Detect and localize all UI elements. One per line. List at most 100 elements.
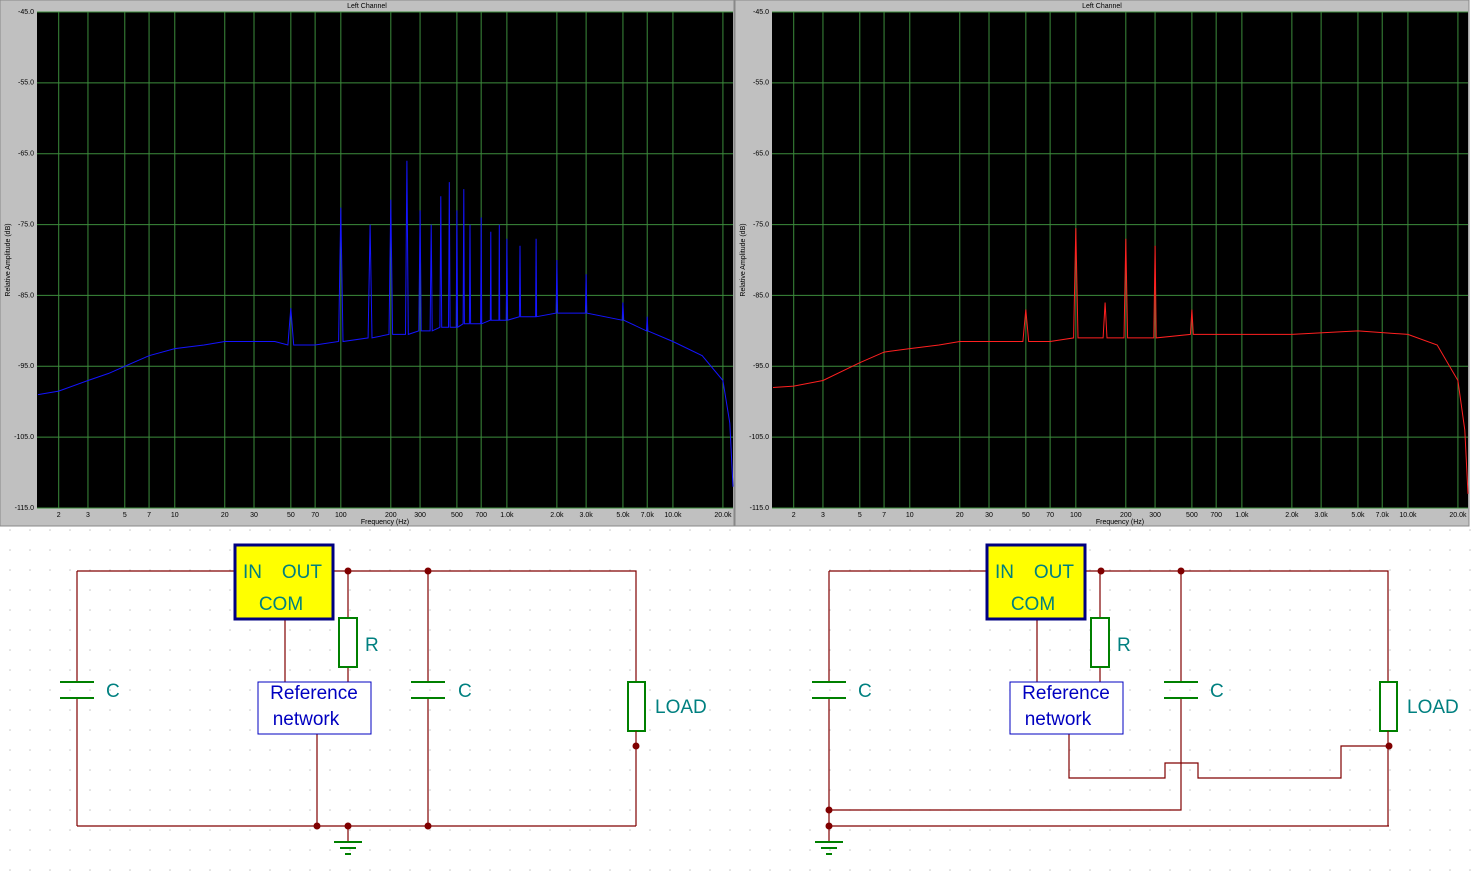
x-tick-label: 7.0k — [641, 512, 655, 519]
x-tick-label: 1.0k — [500, 512, 514, 519]
y-tick-label: -85.0 — [18, 292, 34, 299]
node — [825, 806, 833, 814]
node — [313, 822, 321, 830]
node — [1385, 742, 1393, 750]
wire — [333, 570, 637, 682]
y-tick-label: -45.0 — [753, 9, 769, 16]
wire — [1085, 570, 1389, 682]
x-tick-label: 2 — [792, 512, 796, 519]
x-tick-label: 30 — [985, 512, 993, 519]
node — [632, 742, 640, 750]
x-tick-label: 500 — [451, 512, 463, 519]
x-tick-label: 7 — [147, 512, 151, 519]
load-resistor — [627, 681, 646, 732]
regulator-out: OUT — [282, 562, 323, 583]
x-tick-label: 10.0k — [664, 512, 682, 519]
y-tick-label: -55.0 — [753, 80, 769, 87]
y-tick-label: -45.0 — [18, 9, 34, 16]
y-tick-label: -75.0 — [753, 221, 769, 228]
reference-network — [257, 681, 372, 735]
node — [424, 567, 432, 575]
canvas-bg — [0, 526, 1472, 874]
resistor-label: R — [1117, 635, 1131, 656]
plot-area — [772, 12, 1468, 508]
x-tick-label: 100 — [1070, 512, 1082, 519]
x-tick-label: 700 — [1210, 512, 1222, 519]
y-tick-label: -115.0 — [15, 505, 34, 512]
reference-network — [1009, 681, 1124, 735]
x-tick-label: 70 — [1046, 512, 1054, 519]
spectrum-line — [772, 228, 1469, 494]
regulator-com: COM — [259, 594, 303, 615]
y-tick-label: -65.0 — [18, 151, 34, 158]
y-tick-label: -95.0 — [753, 363, 769, 370]
x-tick-label: 5 — [858, 512, 862, 519]
x-axis-label: Frequency (Hz) — [1096, 519, 1144, 526]
x-tick-label: 300 — [1149, 512, 1161, 519]
x-tick-label: 20 — [956, 512, 964, 519]
y-tick-label: -105.0 — [749, 434, 769, 441]
y-tick-label: -75.0 — [18, 221, 34, 228]
x-tick-label: 2 — [57, 512, 61, 519]
y-tick-label: -55.0 — [18, 80, 34, 87]
node — [1097, 567, 1105, 575]
y-tick-label: -85.0 — [753, 292, 769, 299]
x-tick-label: 500 — [1186, 512, 1198, 519]
x-tick-label: 200 — [1120, 512, 1132, 519]
x-tick-label: 3.0k — [579, 512, 593, 519]
x-tick-label: 7.0k — [1376, 512, 1390, 519]
x-tick-label: 50 — [1022, 512, 1030, 519]
y-axis-label: Relative Amplitude (dB) — [5, 223, 12, 296]
x-tick-label: 2.0k — [550, 512, 564, 519]
regulator — [233, 543, 335, 621]
wire — [1068, 734, 1389, 779]
resistor — [1090, 617, 1110, 668]
node — [1177, 567, 1185, 575]
x-tick-label: 10.0k — [1399, 512, 1417, 519]
x-tick-label: 3 — [86, 512, 90, 519]
capacitor-label: C — [458, 681, 472, 702]
y-tick-label: -65.0 — [753, 151, 769, 158]
x-tick-label: 70 — [311, 512, 319, 519]
x-tick-label: 100 — [335, 512, 347, 519]
x-tick-label: 5 — [123, 512, 127, 519]
plot-area — [37, 12, 733, 508]
y-tick-label: -105.0 — [14, 434, 34, 441]
x-tick-label: 5.0k — [616, 512, 630, 519]
x-tick-label: 200 — [385, 512, 397, 519]
reference-label: network — [1025, 709, 1092, 730]
node — [424, 822, 432, 830]
regulator-in: IN — [243, 562, 262, 583]
x-tick-label: 3.0k — [1314, 512, 1328, 519]
x-tick-label: 20 — [221, 512, 229, 519]
spectrum-line — [37, 160, 734, 487]
x-tick-label: 2.0k — [1285, 512, 1299, 519]
capacitor-label: C — [1210, 681, 1224, 702]
x-tick-label: 3 — [821, 512, 825, 519]
capacitor-label: C — [858, 681, 872, 702]
y-tick-label: -115.0 — [750, 505, 769, 512]
x-tick-label: 20.0k — [714, 512, 732, 519]
load-resistor — [1379, 681, 1398, 732]
reference-label: Reference — [1022, 683, 1110, 704]
regulator-out: OUT — [1034, 562, 1075, 583]
y-axis-label: Relative Amplitude (dB) — [740, 223, 747, 296]
regulator-in: IN — [995, 562, 1014, 583]
x-tick-label: 30 — [250, 512, 258, 519]
resistor — [338, 617, 358, 668]
node — [825, 822, 833, 830]
x-tick-label: 20.0k — [1449, 512, 1467, 519]
resistor-label: R — [365, 635, 379, 656]
regulator-com: COM — [1011, 594, 1055, 615]
reference-label: network — [273, 709, 340, 730]
x-tick-label: 1.0k — [1235, 512, 1249, 519]
chart-title: Left Channel — [347, 3, 387, 10]
x-tick-label: 7 — [882, 512, 886, 519]
y-tick-label: -95.0 — [18, 363, 34, 370]
load-label: LOAD — [1407, 697, 1459, 718]
x-tick-label: 700 — [475, 512, 487, 519]
x-tick-label: 10 — [171, 512, 179, 519]
regulator — [985, 543, 1087, 621]
x-axis-label: Frequency (Hz) — [361, 519, 409, 526]
